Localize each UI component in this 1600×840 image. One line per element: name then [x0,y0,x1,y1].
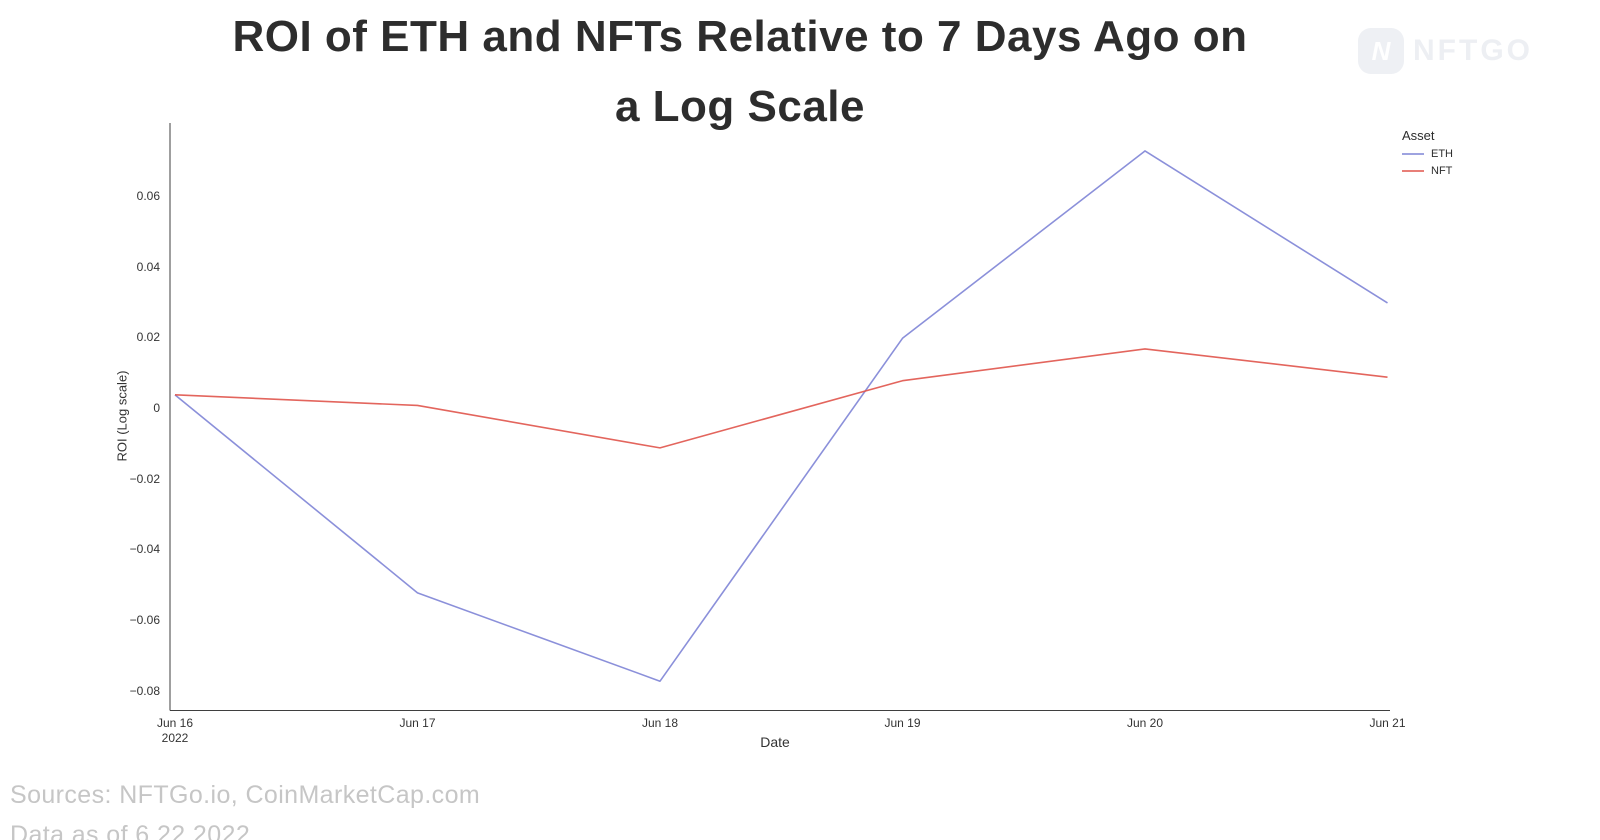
x-tick-label: Jun 17 [399,716,436,730]
series-line-nft[interactable] [174,348,1388,449]
chart-title-line-2: a Log Scale [614,82,866,131]
y-tick-label: 0 [153,401,160,415]
x-axis-title: Date [760,734,790,750]
x-tick-label: Jun 19 [884,716,921,730]
sources-text: Sources: NFTGo.io, CoinMarketCap.com [10,781,481,809]
y-tick-label: −0.06 [129,613,160,628]
x-tick-label: Jun 16 2022 [156,716,194,745]
nftgo-logo: N NFTGO [1358,28,1533,74]
legend-item-label: ETH [1431,148,1453,160]
nftgo-logo-text: NFTGO [1413,34,1533,67]
x-tick-label: Jun 21 [1369,716,1406,730]
x-tick-label: Jun 20 [1126,716,1164,730]
data-as-of-text: Data as of 6.22.2022 [10,821,251,840]
x-tick-sub-label: 2022 [161,731,189,745]
legend-items: ETH NFT [1402,148,1453,177]
nftgo-badge-letter: N [1371,35,1391,66]
legend-line-swatch-icon [1402,170,1424,172]
y-tick-label: −0.02 [129,471,160,486]
y-tick-label: −0.08 [129,683,160,698]
y-tick-label: 0.02 [136,330,160,345]
legend-item-eth[interactable]: ETH [1402,148,1453,160]
legend-title: Asset [1402,128,1435,143]
y-tick-label: −0.04 [129,542,160,557]
y-tick-label: 0.04 [136,259,160,274]
legend-item-label: NFT [1431,165,1453,177]
nftgo-n-icon: N [1358,28,1404,74]
series-line-eth[interactable] [174,150,1388,682]
y-axis-title: ROI (Log scale) [114,370,130,462]
chart-title-line-1: ROI of ETH and NFTs Relative to 7 Days A… [232,12,1248,61]
legend-item-nft[interactable]: NFT [1402,165,1453,177]
y-tick-label: 0.06 [136,188,160,203]
chart-title: ROI of ETH and NFTs Relative to 7 Days A… [0,2,1480,142]
legend-line-swatch-icon [1402,153,1424,155]
legend: Asset ETH NFT [1402,128,1453,182]
x-tick-label: Jun 18 [641,716,679,730]
